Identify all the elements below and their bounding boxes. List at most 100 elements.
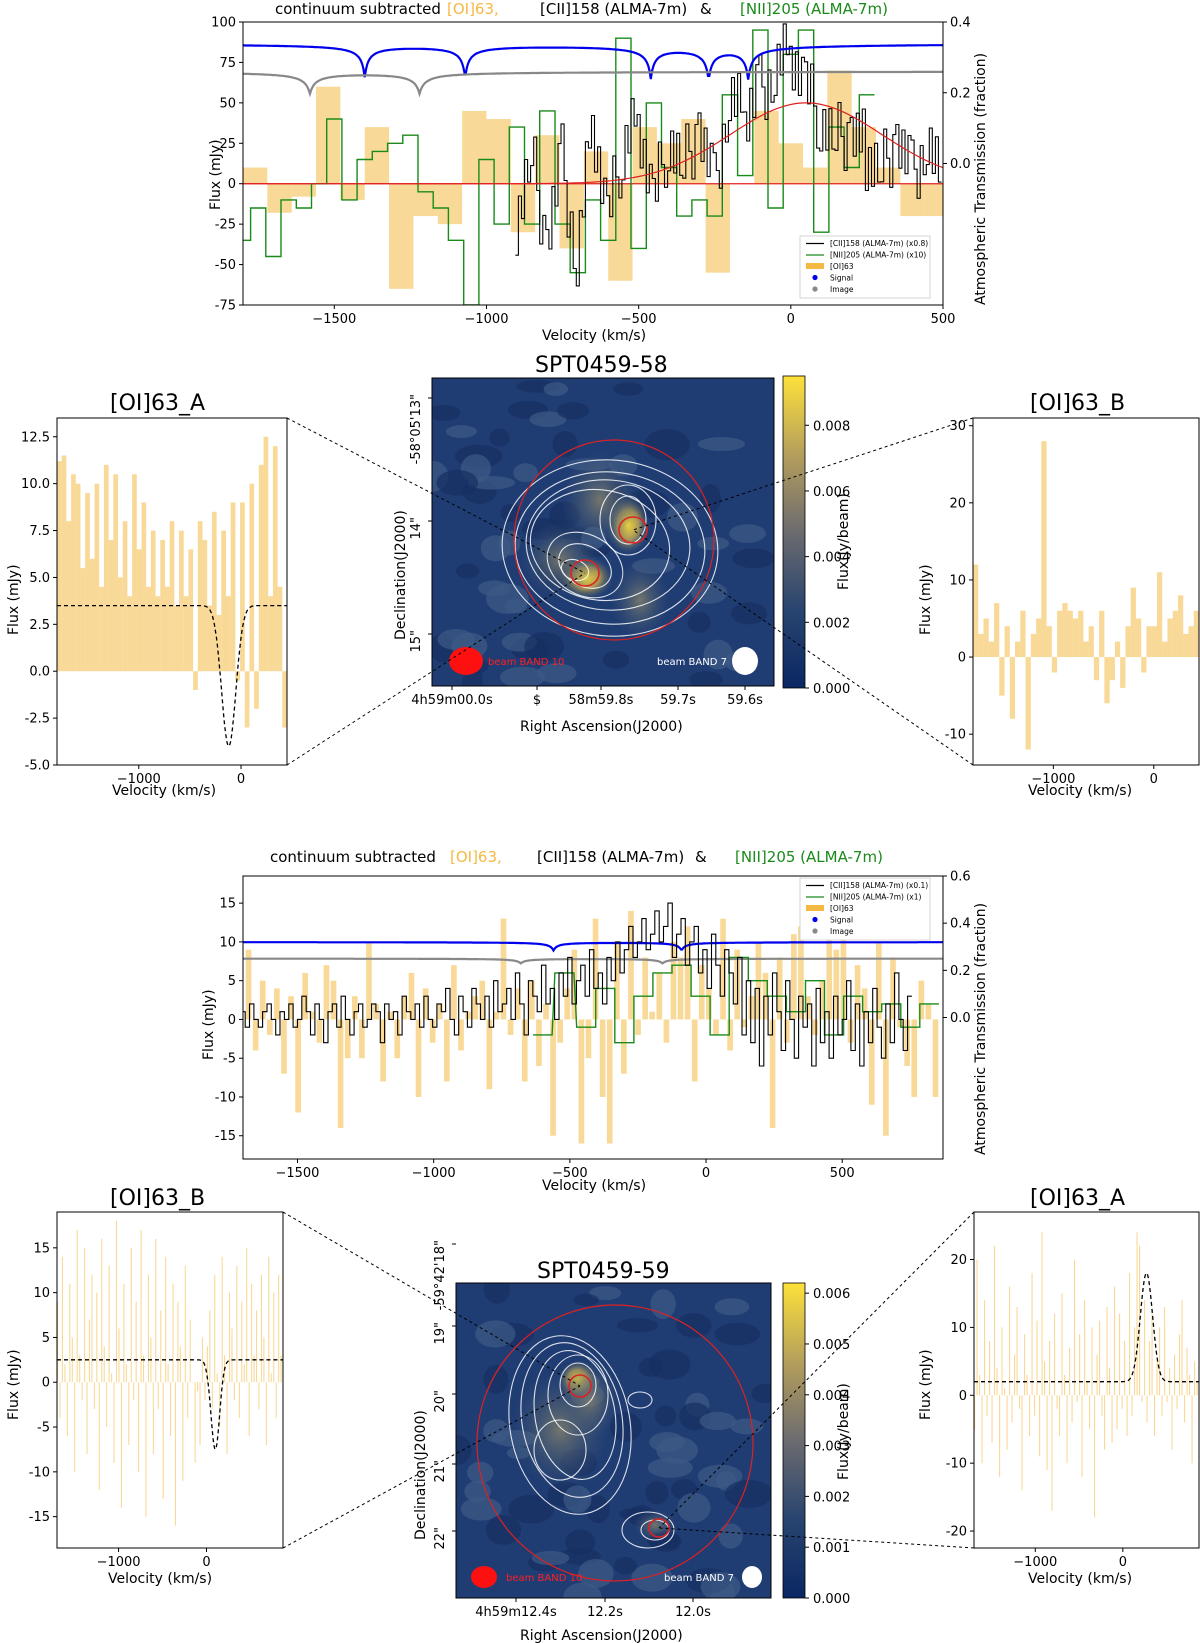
noise-blob [504,598,528,614]
legend-swatch [812,928,818,934]
colorbar-tick-label: 0.005 [813,1338,850,1353]
oi63-bar [221,530,226,672]
oi63-bar [1024,1334,1026,1396]
oi63-bar [249,483,255,672]
noise-blob [475,1320,516,1348]
bottom-map-xlabel: Right Ascension(J2000) [520,1628,683,1643]
bottom-spectrum-ytick-label: -5 [223,1052,236,1067]
map-ytick-label: -58°05'13" [409,394,424,464]
oi63-bar [670,941,677,1020]
source-region [618,516,648,544]
oi63-bar [128,1382,130,1445]
oi63-bar [769,1019,776,1128]
oi63-bar [272,446,278,672]
oi63-bar [207,605,212,672]
oi63-bar [486,1019,493,1090]
aperture-circle [513,439,715,641]
oi63-bar [514,988,521,1020]
oi63-bar [91,1274,93,1383]
oi63-bar [1172,610,1178,658]
noise-blob [699,484,721,513]
oi63-bar [214,1274,216,1383]
oi63-bar [1149,1340,1151,1396]
band7-contour [627,1391,653,1409]
oi63-bar [75,483,81,672]
oi63-bar [225,596,231,672]
signal-transmission [243,44,943,80]
legend-entry: Image [830,285,854,294]
oi63-bar [754,110,779,184]
oi63-bar [705,183,730,273]
inset-ytick-label: -5.0 [25,759,50,774]
colorbar-tick-label: 0.000 [813,682,850,697]
top-spectrum-ytick-label: 25 [219,137,236,152]
oi63-bar [1093,657,1100,681]
oi63-bar [268,1256,270,1383]
noise-blob [731,602,768,625]
noise-blob [557,402,590,420]
oi63-bar [536,1019,542,1066]
inset-ytick-label: 12.5 [21,430,50,445]
colorbar [782,375,806,689]
legend-swatch [812,274,818,281]
bottom-spectrum-panel: -15 -10 -5 0 5 10 15 −1500 −1000 −500 0 500 0.0 0.2 0.… [215,870,971,1182]
inset-ytick-label: -10 [945,728,966,743]
map-xtick-label: 12.0s [675,1605,711,1620]
oi63-bar [1159,1327,1161,1396]
noise-blob [613,1556,637,1575]
bottom-spectrum-xtick-label: −1500 [275,1166,319,1181]
oi63-bar [1031,1273,1033,1396]
noise-blob [689,671,723,686]
header-oi: [OI]63, [450,848,502,866]
noise-blob [455,563,480,579]
oi63-bar [1069,1347,1071,1396]
oi63-bar [94,483,100,672]
oi63-bar [727,1019,733,1051]
oi63-bar [988,641,995,658]
oi63-bar [1001,1327,1003,1396]
oi63-bar [340,183,365,200]
oi63-bar [132,474,137,672]
oi63-bar [74,1382,76,1472]
noise-blob [513,463,538,483]
oi63-bar [429,1019,436,1043]
oi63-bar [169,521,175,672]
map-ytick-label: 21" [433,1460,448,1483]
oi63-bar [81,1382,83,1401]
oi63-bar [413,183,438,217]
noise-blob [714,1322,761,1346]
oi63-bar [986,1395,988,1416]
header-prefix: continuum subtracted [275,0,441,18]
top-insetB-panel: -10 0 10 20 30 −1000 0 [945,417,1200,787]
oi63-bar [1167,618,1173,658]
cii158-series [515,23,942,287]
line-fit [57,604,287,748]
oi63-bar [152,1382,154,1454]
noise-blob [436,469,479,496]
oi63-bar [528,980,535,1020]
top-spectrum-header: continuum subtracted [OI]63, [CII]158 (A… [275,0,888,18]
oi63-bar [1054,1313,1056,1396]
inset-xtick-label: 0 [202,1555,210,1570]
top-spectrum-ytick-label: -25 [215,218,236,233]
header-cii: [CII]158 (ALMA-7m) [537,848,684,866]
inset-xtick-label: −1000 [97,1555,141,1570]
top-spectrum-ytick-label: 100 [211,16,236,31]
oi63-bar [187,1382,189,1419]
oi63-bar [592,918,599,1020]
oi63-bar [1196,1381,1198,1396]
inset-frame [972,417,1200,766]
oi63-bar [462,110,487,184]
inset-xtick-label: −1000 [117,772,161,787]
map-xtick-label: $ [533,693,541,708]
oi63-bar [233,1382,235,1401]
oi63-bar [883,1019,889,1136]
map-xtick-label: 4h59m12.4s [475,1605,557,1620]
oi63-bar [1044,1361,1046,1396]
inset-ytick-label: 30 [949,419,966,434]
oi63-bar [984,1300,986,1396]
oi63-bar [1051,657,1058,673]
bottom-spectrum-ylabel: Flux (mJy) [201,989,217,1060]
legend-entry: Signal [830,916,853,925]
oi63-bar [408,972,415,1020]
